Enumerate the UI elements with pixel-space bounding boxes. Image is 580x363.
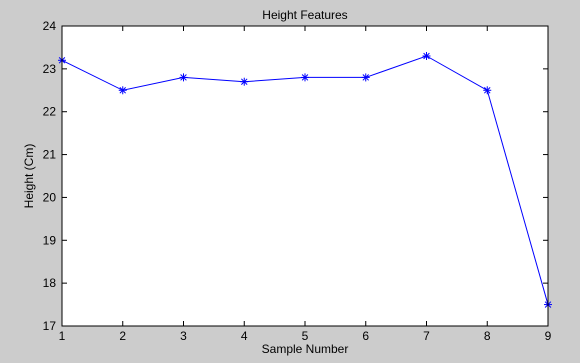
y-tick-label: 17 [43, 319, 57, 333]
data-point [361, 73, 370, 82]
y-tick-label: 19 [43, 233, 57, 247]
x-axis-label: Sample Number [262, 342, 349, 356]
y-tick-label: 23 [43, 62, 57, 76]
x-tick-label: 9 [545, 329, 552, 343]
data-point [483, 86, 492, 95]
x-tick-label: 6 [362, 329, 369, 343]
data-point [422, 52, 431, 60]
x-tick-label: 2 [119, 329, 126, 343]
x-tick-label: 5 [302, 329, 309, 343]
plot-area [62, 26, 548, 326]
plot-border [61, 25, 549, 327]
data-point [301, 73, 309, 82]
data-point [179, 73, 188, 82]
chart-title: Height Features [262, 8, 347, 22]
y-tick-label: 22 [43, 105, 57, 119]
y-tick-label: 21 [43, 148, 57, 162]
x-tick-label: 4 [241, 329, 248, 343]
y-tick-label: 18 [43, 276, 57, 290]
y-tick-label: 20 [43, 190, 57, 204]
data-point [240, 77, 249, 86]
x-tick-label: 1 [59, 329, 66, 343]
data-point [118, 86, 127, 95]
x-tick-label: 8 [484, 329, 491, 343]
y-axis-label: Height (Cm) [22, 144, 36, 209]
y-tick-label: 24 [43, 19, 57, 33]
x-tick-label: 3 [180, 329, 187, 343]
x-tick-label: 7 [423, 329, 430, 343]
